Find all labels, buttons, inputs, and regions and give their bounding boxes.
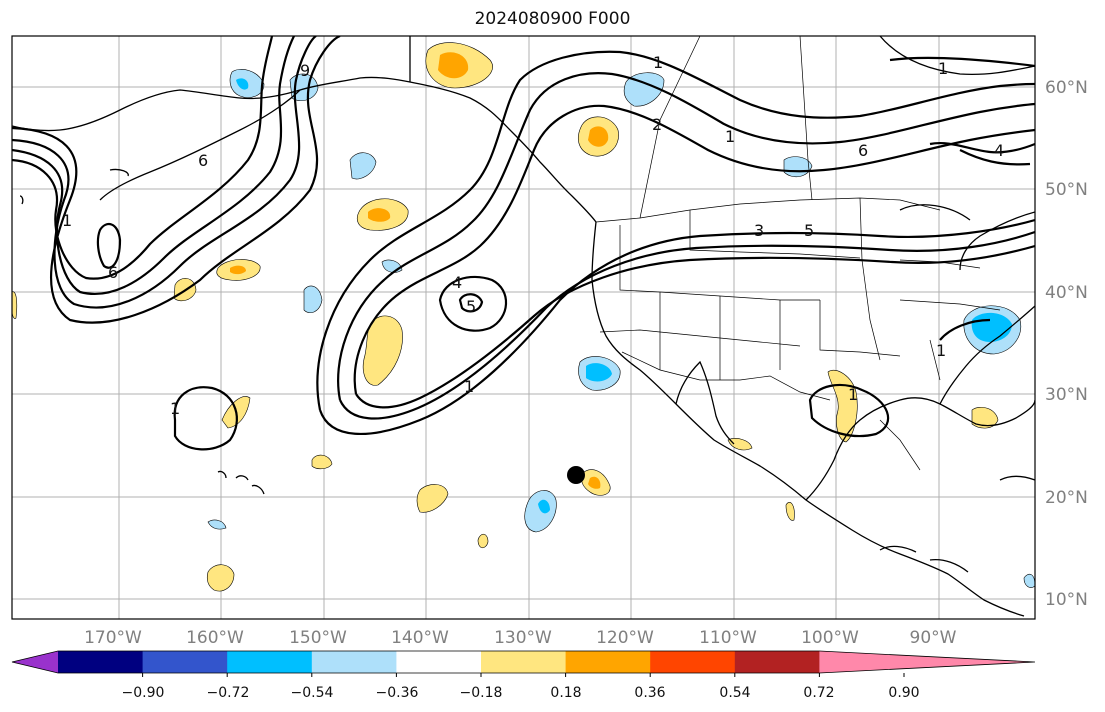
- longitude-label: 100°W: [801, 628, 859, 648]
- colorbar-segment: [58, 651, 144, 673]
- colorbar-segment: [396, 651, 482, 673]
- colorbar-tick-label: −0.36: [376, 685, 419, 701]
- contour-label: 6: [198, 151, 208, 170]
- colorbar-segment: [819, 651, 1035, 673]
- colorbar-segment: [650, 651, 736, 673]
- colorbar-tick-label: 0.72: [803, 685, 834, 701]
- contour-label: 1: [848, 385, 858, 404]
- anomaly-shading: [12, 42, 1035, 592]
- colorbar-segment: [142, 651, 228, 673]
- contour-label: 1: [936, 341, 946, 360]
- colorbar-tick-label: 0.90: [888, 685, 919, 701]
- contour-label: 5: [466, 297, 476, 316]
- contour-label: 4: [452, 273, 462, 292]
- location-marker: [567, 466, 585, 484]
- latitude-label: 50°N: [1045, 180, 1088, 200]
- map-area: [12, 36, 1035, 619]
- colorbar-segment: [481, 651, 567, 673]
- map-border: [11, 35, 1036, 620]
- colorbar-tick-label: −0.72: [207, 685, 250, 701]
- longitude-label: 160°W: [186, 628, 244, 648]
- longitude-axis: 170°W 160°W 150°W 140°W 130°W 120°W 110°…: [84, 628, 957, 648]
- latitude-label: 10°N: [1045, 590, 1088, 610]
- contour-label: 1: [725, 127, 735, 146]
- contour-label: 1: [653, 53, 663, 72]
- latitude-label: 30°N: [1045, 385, 1088, 405]
- contour-label: 1: [464, 377, 474, 396]
- longitude-label: 140°W: [391, 628, 449, 648]
- latitude-label: 40°N: [1045, 283, 1088, 303]
- colorbar-segment: [227, 651, 313, 673]
- contour-label: 6: [108, 263, 118, 282]
- colorbar-segment: [12, 651, 58, 673]
- map-title: 2024080900 F000: [474, 9, 631, 29]
- colorbar-tick-label: 0.54: [719, 685, 750, 701]
- political-borders: [595, 36, 1001, 471]
- latitude-label: 60°N: [1045, 78, 1088, 98]
- contour-label: 1: [62, 211, 72, 230]
- colorbar-segment: [311, 651, 397, 673]
- contour-label: 6: [858, 141, 868, 160]
- latitude-axis: 60°N 50°N 40°N 30°N 20°N 10°N: [1045, 78, 1088, 610]
- latitude-label: 20°N: [1045, 488, 1088, 508]
- colorbar-tick-label: 0.36: [634, 685, 665, 701]
- longitude-label: 130°W: [494, 628, 552, 648]
- colorbar-outline: [11, 650, 1036, 674]
- colorbar: [11, 650, 1036, 677]
- longitude-label: 150°W: [289, 628, 347, 648]
- colorbar-tick-label: −0.90: [122, 685, 165, 701]
- contour-label: 5: [804, 221, 814, 240]
- colorbar-tick-label: −0.54: [291, 685, 334, 701]
- contour-label: 3: [754, 221, 764, 240]
- contour-label: 1: [938, 59, 948, 78]
- longitude-label: 120°W: [596, 628, 654, 648]
- colorbar-tick-labels: −0.90 −0.72 −0.54 −0.36 −0.18 0.18 0.36 …: [122, 685, 920, 701]
- longitude-label: 110°W: [699, 628, 757, 648]
- contour-label-group: 1 2 1 1 4 6 3 5 4 5 1 6 6 9 1 1 1 1: [62, 53, 1004, 418]
- contour-label: 9: [300, 61, 310, 80]
- contour-label: 2: [652, 115, 662, 134]
- colorbar-segment: [565, 651, 651, 673]
- contour-label: 1: [170, 399, 180, 418]
- colorbar-tick-label: −0.18: [460, 685, 503, 701]
- colorbar-segment: [734, 651, 820, 673]
- coastlines: [12, 36, 1035, 617]
- contour-label: 4: [994, 141, 1004, 160]
- longitude-label: 170°W: [84, 628, 142, 648]
- longitude-label: 90°W: [910, 628, 957, 648]
- contour-lines: [12, 36, 1035, 451]
- colorbar-tick-label: 0.18: [550, 685, 581, 701]
